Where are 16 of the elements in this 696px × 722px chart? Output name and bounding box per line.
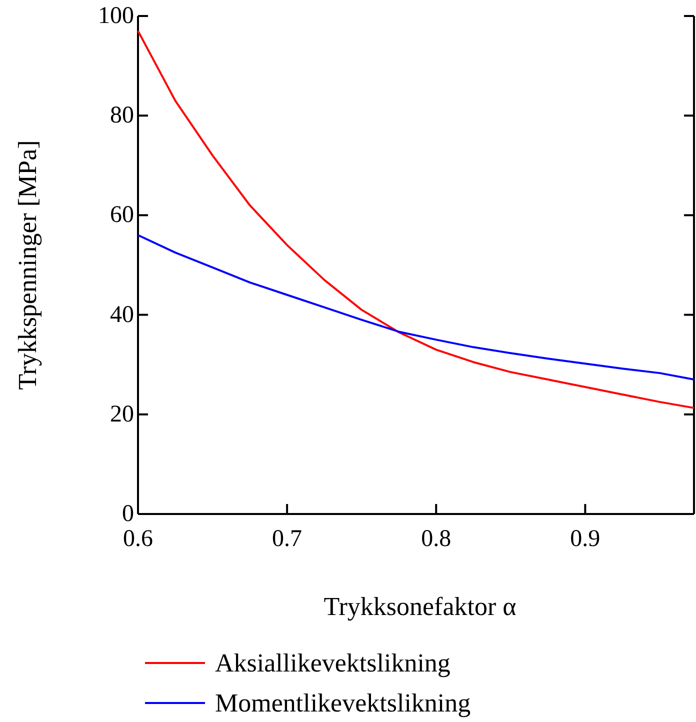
y-axis-title: Trykkspenninger [MPa] [13, 140, 42, 390]
y-tick-label: 100 [98, 3, 134, 29]
x-tick-label: 0.9 [570, 526, 600, 552]
y-tick-label: 40 [110, 302, 134, 328]
x-tick-label: 0.8 [421, 526, 452, 552]
x-tick-label: 0.7 [272, 526, 302, 552]
legend-label: Aksiallikevektslikning [215, 648, 450, 678]
y-tick-label: 0 [122, 501, 134, 527]
line-series [137, 30, 695, 409]
legend-label: Momentlikevektslikning [215, 688, 471, 718]
y-tick-label: 80 [110, 102, 134, 129]
x-tick-label: 0.6 [123, 526, 153, 552]
line-series [137, 234, 695, 381]
y-tick-label: 60 [110, 202, 134, 228]
y-tick-label: 20 [110, 401, 134, 428]
x-axis-title: Trykksonefaktor α [324, 592, 517, 621]
